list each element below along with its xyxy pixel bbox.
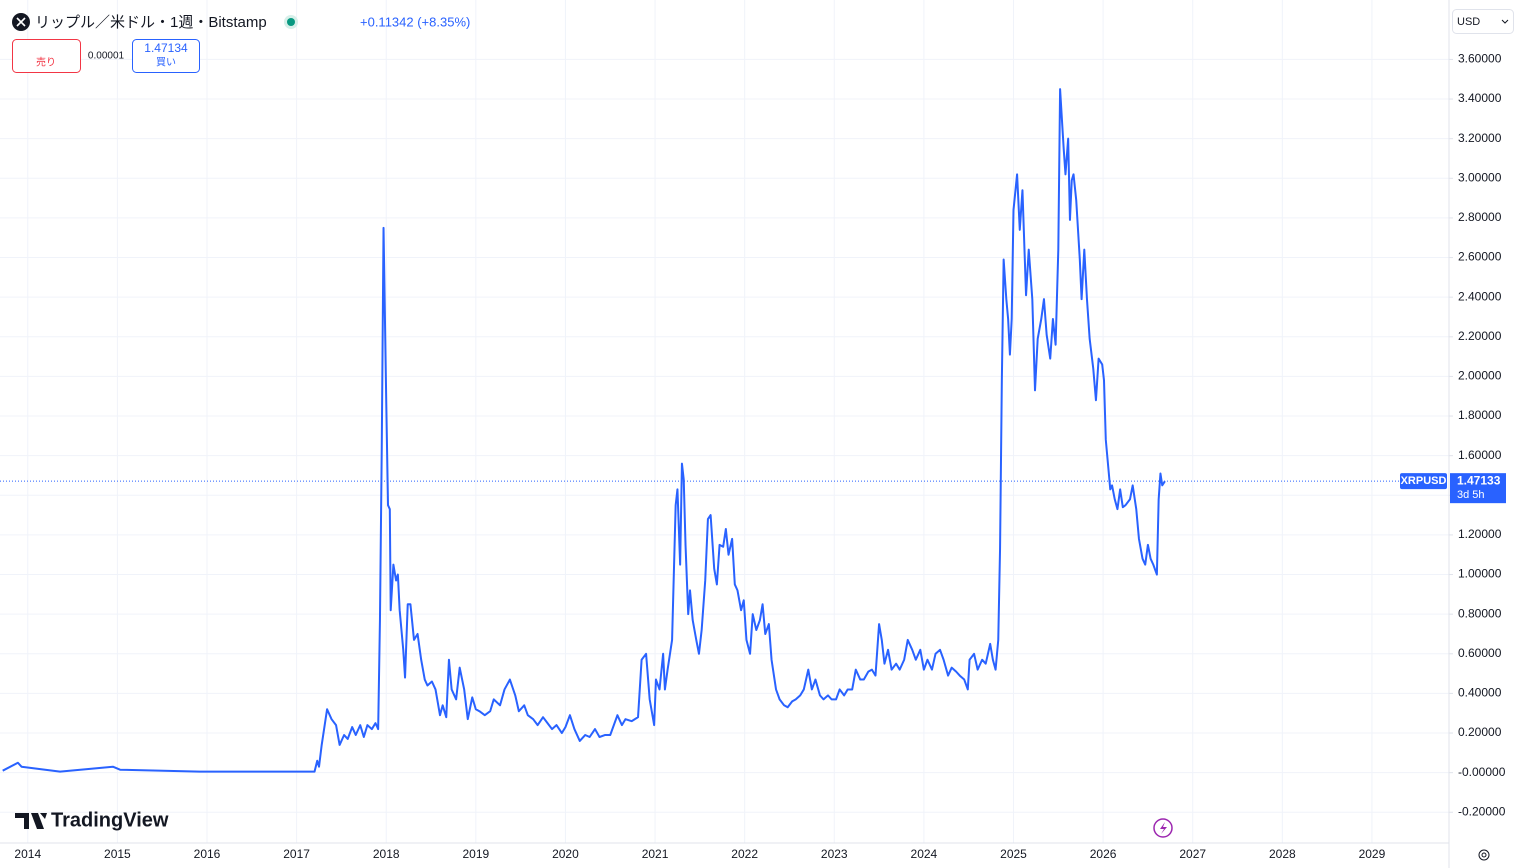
y-tick-label: 3.40000 (1458, 91, 1502, 105)
currency: USD (1457, 16, 1480, 28)
x-tick-label: 2028 (1269, 847, 1296, 861)
x-tick-label: 2027 (1179, 847, 1206, 861)
y-tick-label: 0.80000 (1458, 606, 1502, 620)
y-tick-label: 2.00000 (1458, 369, 1502, 383)
y-tick-label: 1.00000 (1458, 567, 1502, 581)
x-tick-label: 2020 (552, 847, 579, 861)
settings-icon[interactable] (1478, 849, 1490, 861)
series-label-box (1400, 473, 1447, 490)
y-tick-label: 2.20000 (1458, 329, 1502, 343)
price-label-box (1450, 473, 1506, 504)
y-tick-label: 1.60000 (1458, 448, 1502, 462)
y-tick-label: 3.00000 (1458, 170, 1502, 184)
y-tick-label: 0.60000 (1458, 646, 1502, 660)
y-tick-label: 2.80000 (1458, 210, 1502, 224)
y-tick-label: -0.20000 (1458, 804, 1506, 818)
x-tick-label: 2015 (104, 847, 131, 861)
x-tick-label: 2024 (911, 847, 938, 861)
dropdown-icon (1501, 19, 1509, 24)
logo-text: TradingView (51, 809, 169, 831)
symbol-title[interactable]: リップル／米ドル・1週・Bitstamp (35, 14, 267, 31)
y-tick-label: 2.40000 (1458, 289, 1502, 303)
symbol-icon (16, 17, 26, 27)
buy-label: 買い (156, 57, 176, 69)
buy-button[interactable] (132, 39, 200, 73)
x-tick-label: 2025 (1000, 847, 1027, 861)
settings-icon (1481, 852, 1487, 858)
status-dot (287, 18, 295, 26)
y-tick-label: 1.20000 (1458, 527, 1502, 541)
x-tick-label: 2026 (1090, 847, 1117, 861)
y-tick-label: 3.20000 (1458, 131, 1502, 145)
y-tick-label: 0.20000 (1458, 725, 1502, 739)
currency-select[interactable] (1452, 9, 1514, 34)
x-tick-label: 2016 (194, 847, 221, 861)
price-line (2, 88, 1166, 773)
sell-label: 売り (36, 56, 56, 69)
y-tick-label: -0.00000 (1458, 765, 1506, 779)
event-icon (1160, 822, 1167, 834)
plot (0, 88, 1449, 773)
x-tick-label: 2018 (373, 847, 400, 861)
y-tick-label: 3.60000 (1458, 52, 1502, 66)
x-tick-label: 2029 (1359, 847, 1386, 861)
buy-price: 1.47134 (144, 41, 188, 55)
price-label: 1.47133 (1457, 473, 1501, 487)
y-tick-label: 1.80000 (1458, 408, 1502, 422)
logo-icon (15, 813, 47, 829)
x-tick-label: 2022 (731, 847, 758, 861)
countdown-label: 3d 5h (1457, 489, 1485, 501)
x-tick-label: 2014 (14, 847, 41, 861)
spread: 0.00001 (88, 51, 125, 62)
series-label: XRPUSD (1401, 475, 1447, 487)
sell-button[interactable] (12, 39, 81, 73)
y-tick-label: 0.40000 (1458, 686, 1502, 700)
y-tick-label: 2.60000 (1458, 250, 1502, 264)
price-change: +0.11342 (+8.35%) (360, 14, 470, 29)
x-tick-label: 2019 (462, 847, 489, 861)
x-tick-label: 2021 (642, 847, 669, 861)
x-tick-label: 2017 (283, 847, 310, 861)
x-tick-label: 2023 (821, 847, 848, 861)
